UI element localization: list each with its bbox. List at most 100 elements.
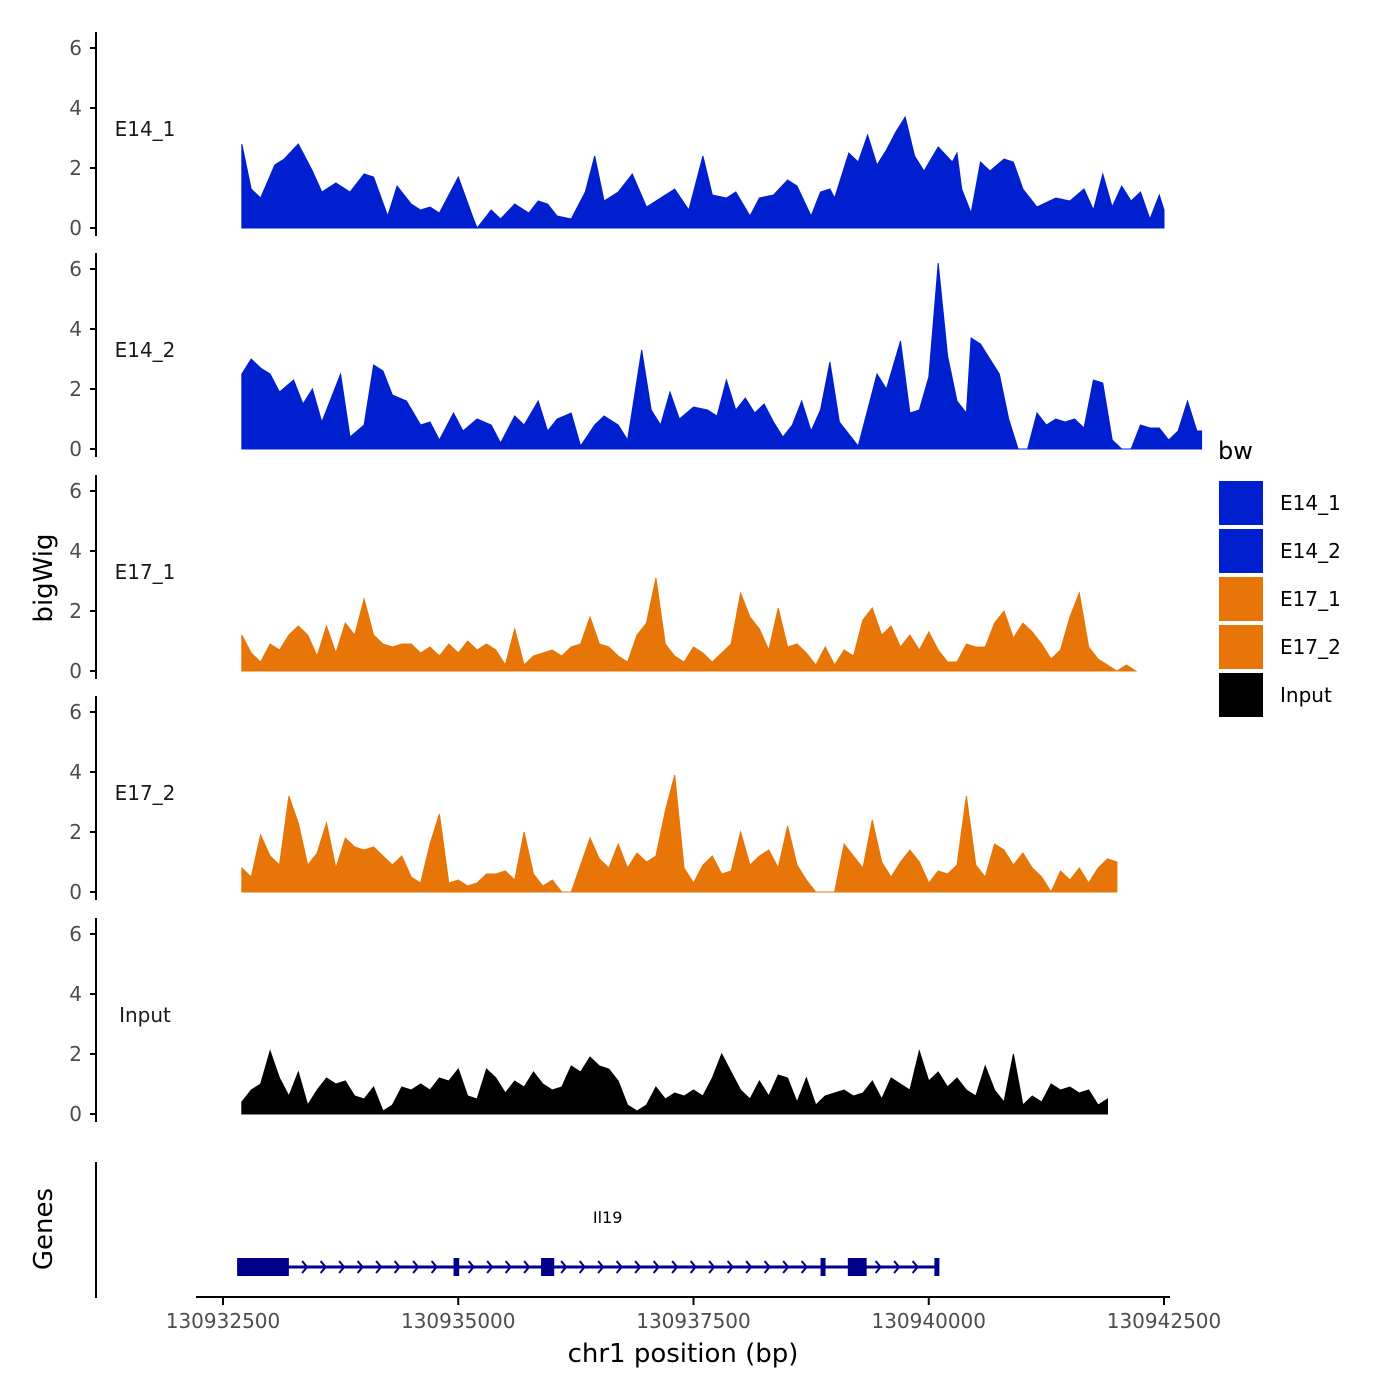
track-e14-2: 0 2 4 6 E14_2 [69, 253, 1203, 461]
y-tick-label: 4 [69, 982, 82, 1006]
strand-arrow [430, 1260, 438, 1274]
track-label: E14_2 [115, 338, 176, 362]
legend-title: bw [1218, 437, 1253, 465]
strand-arrow [689, 1260, 697, 1274]
strand-arrow [745, 1260, 753, 1274]
exon-block [237, 1258, 289, 1276]
y-tick-label: 2 [69, 377, 82, 401]
legend-label: Input [1280, 683, 1332, 707]
track-input: 0 2 4 6 Input [69, 918, 1108, 1126]
legend-swatch [1217, 671, 1265, 719]
track-label: E14_1 [115, 117, 176, 141]
legend-swatch [1217, 623, 1265, 671]
strand-arrow [911, 1260, 919, 1274]
gene-label: Il19 [593, 1208, 623, 1227]
exon-block [541, 1258, 555, 1276]
y-tick-label: 4 [69, 96, 82, 120]
y-tick-label: 2 [69, 820, 82, 844]
x-tick-label: 130932500 [166, 1309, 281, 1333]
y-tick-label: 0 [69, 1102, 82, 1126]
legend-item-e17-2: E17_2 [1217, 623, 1341, 671]
legend-label: E14_1 [1280, 491, 1341, 515]
legend: bw E14_1 E14_2 E17_1 E17_2 Input [1217, 437, 1341, 719]
genes-axis-title: Genes [29, 1188, 59, 1270]
legend-item-input: Input [1217, 671, 1332, 719]
strand-arrow [412, 1260, 420, 1274]
y-tick-label: 6 [69, 700, 82, 724]
strand-arrow [671, 1260, 679, 1274]
strand-arrow [708, 1260, 716, 1274]
y-tick-label: 6 [69, 922, 82, 946]
y-tick-label: 0 [69, 880, 82, 904]
strand-arrow [578, 1260, 586, 1274]
x-tick-label: 130937500 [636, 1309, 751, 1333]
coverage-area-e14-1 [241, 115, 1165, 229]
y-tick-label: 2 [69, 156, 82, 180]
gene-models: Il19 [237, 1208, 940, 1276]
track-label: E17_1 [115, 560, 176, 584]
legend-label: E17_1 [1280, 587, 1341, 611]
strand-arrow [615, 1260, 623, 1274]
strand-arrow [319, 1260, 327, 1274]
strand-arrow [375, 1260, 383, 1274]
x-axis: 130932500 130935000 130937500 130940000 1309… [166, 1296, 1222, 1369]
exon-block [847, 1258, 867, 1276]
strand-arrow [634, 1260, 642, 1274]
strand-arrow [356, 1260, 364, 1274]
strand-arrow [652, 1260, 660, 1274]
track-label: Input [119, 1003, 171, 1027]
strand-arrow [523, 1260, 531, 1274]
gene-il19: Il19 [237, 1208, 940, 1276]
strand-arrow [874, 1260, 882, 1274]
coverage-area-e14-2 [241, 262, 1203, 450]
y-tick-label: 4 [69, 539, 82, 563]
y-tick-label: 6 [69, 257, 82, 281]
legend-swatch [1217, 575, 1265, 623]
x-tick-label: 130942500 [1107, 1309, 1222, 1333]
track-label: E17_2 [115, 781, 176, 805]
strand-arrow [782, 1260, 790, 1274]
coverage-area-e17-1 [241, 577, 1138, 672]
x-tick-label: 130935000 [401, 1309, 516, 1333]
strand-arrow [504, 1260, 512, 1274]
y-tick-label: 6 [69, 479, 82, 503]
track-e17-2: 0 2 4 6 E17_2 [69, 696, 1118, 904]
y-axis-title: bigWig [29, 533, 59, 622]
y-tick-label: 6 [69, 36, 82, 60]
strand-arrow [726, 1260, 734, 1274]
strand-arrow [597, 1260, 605, 1274]
exon-block [934, 1258, 940, 1276]
bigwig-tracks: 0 2 4 6 E14_1 0 2 4 6 E14_2 0 2 4 6 E17_1 0 2 4 6 E17_2 0 2 4 6… [69, 32, 1203, 1126]
y-tick-label: 0 [69, 659, 82, 683]
strand-arrow [560, 1260, 568, 1274]
strand-arrow [893, 1260, 901, 1274]
y-tick-label: 0 [69, 437, 82, 461]
legend-swatch [1217, 527, 1265, 575]
y-tick-label: 2 [69, 1042, 82, 1066]
x-tick-label: 130940000 [871, 1309, 986, 1333]
legend-item-e17-1: E17_1 [1217, 575, 1341, 623]
strand-arrow [467, 1260, 475, 1274]
x-ticks: 130932500 130935000 130937500 130940000 1309… [166, 1297, 1222, 1333]
y-tick-label: 2 [69, 599, 82, 623]
exon-block [820, 1258, 826, 1276]
legend-label: E17_2 [1280, 635, 1341, 659]
x-axis-title: chr1 position (bp) [568, 1339, 799, 1369]
track-e14-1: 0 2 4 6 E14_1 [69, 32, 1165, 240]
legend-item-e14-1: E14_1 [1217, 479, 1341, 527]
exon-block [453, 1258, 460, 1276]
legend-swatch [1217, 479, 1265, 527]
strand-arrow [800, 1260, 808, 1274]
y-tick-label: 0 [69, 216, 82, 240]
coverage-area-input [241, 1049, 1108, 1115]
y-tick-label: 4 [69, 760, 82, 784]
strand-arrow [338, 1260, 346, 1274]
strand-arrow [486, 1260, 494, 1274]
strand-arrow [393, 1260, 401, 1274]
strand-arrow [763, 1260, 771, 1274]
legend-label: E14_2 [1280, 539, 1341, 563]
coverage-area-e17-2 [241, 774, 1118, 894]
gene-panel: Genes Il19 [29, 1162, 940, 1298]
track-e17-1: 0 2 4 6 E17_1 [69, 475, 1138, 683]
